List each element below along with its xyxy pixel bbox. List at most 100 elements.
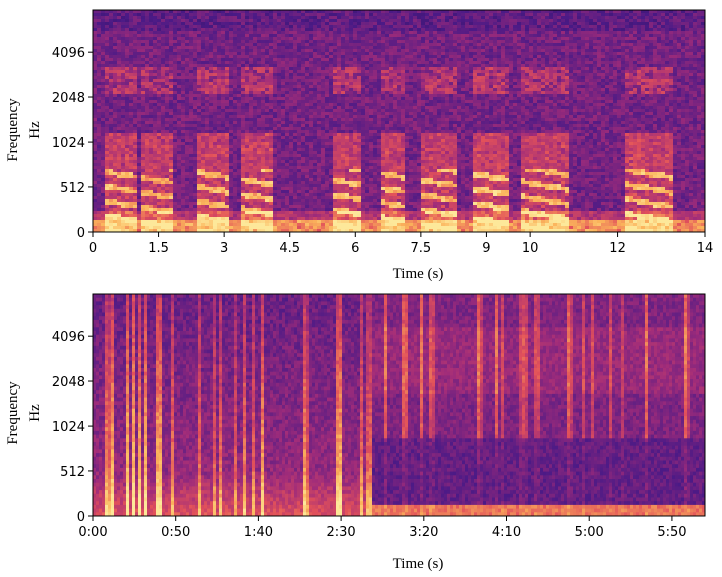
spectrogram-cell [129, 199, 134, 203]
spectrogram-cell [237, 154, 242, 158]
spectrogram-cell [201, 43, 206, 47]
spectrogram-cell [225, 199, 230, 203]
spectrogram-cell [177, 94, 182, 98]
spectrogram-cell [213, 172, 218, 176]
spectrogram-cell [325, 109, 330, 113]
spectrogram-cell [173, 91, 178, 95]
spectrogram-cell [173, 73, 178, 77]
spectrogram-cell [117, 202, 122, 206]
spectrogram-cell [113, 10, 118, 14]
spectrogram-cell [209, 31, 214, 35]
spectrogram-cell [281, 52, 286, 56]
spectrogram-cell [249, 208, 254, 212]
spectrogram-cell [261, 118, 266, 122]
spectrogram-cell [269, 226, 274, 230]
spectrogram-cell [313, 34, 318, 38]
spectrogram-cell [237, 130, 242, 134]
spectrogram-cell [117, 163, 122, 167]
spectrogram-cell [133, 109, 138, 113]
spectrogram-cell [105, 214, 110, 218]
spectrogram-cell [265, 217, 270, 221]
spectrogram-cell [249, 43, 254, 47]
spectrogram-cell [113, 133, 118, 137]
spectrogram-cell [293, 61, 298, 65]
spectrogram-cell [225, 97, 230, 101]
spectrogram-cell [309, 121, 314, 125]
spectrogram-cell [189, 229, 194, 232]
spectrogram-cell [245, 184, 250, 188]
spectrogram-cell [197, 190, 202, 194]
spectrogram-cell [149, 115, 154, 119]
spectrogram-cell [285, 172, 290, 176]
spectrogram-cell [249, 91, 254, 95]
spectrogram-cell [221, 73, 226, 77]
spectrogram-cell [149, 76, 154, 80]
spectrogram-cell [233, 229, 238, 232]
spectrogram-cell [205, 67, 210, 71]
spectrogram-cell [93, 175, 98, 179]
spectrogram-cell [313, 37, 318, 41]
spectrogram-cell [185, 79, 190, 83]
spectrogram-cell [357, 52, 362, 56]
spectrogram-cell [285, 94, 290, 98]
spectrogram-cell [273, 127, 278, 131]
spectrogram-cell [257, 19, 262, 23]
spectrogram-cell [265, 103, 270, 107]
spectrogram-cell [245, 106, 250, 110]
spectrogram-cell [313, 55, 318, 59]
spectrogram-cell [321, 211, 326, 215]
spectrogram-cell [105, 76, 110, 80]
spectrogram-cell [125, 10, 130, 14]
spectrogram-cell [277, 211, 282, 215]
spectrogram-cell [313, 118, 318, 122]
spectrogram-cell [241, 82, 246, 86]
spectrogram-cell [213, 85, 218, 89]
spectrogram-cell [361, 52, 366, 56]
spectrogram-cell [269, 85, 274, 89]
spectrogram-cell [201, 22, 206, 26]
spectrogram-cell [265, 151, 270, 155]
spectrogram-cell [293, 217, 298, 221]
spectrogram-cell [129, 184, 134, 188]
spectrogram-cell [333, 46, 338, 50]
spectrogram-cell [249, 106, 254, 110]
spectrogram-cell [277, 43, 282, 47]
spectrogram-cell [249, 190, 254, 194]
spectrogram-cell [261, 187, 266, 191]
spectrogram-cell [317, 172, 322, 176]
spectrogram-cell [157, 70, 162, 74]
spectrogram-cell [209, 40, 214, 44]
spectrogram-cell [185, 115, 190, 119]
spectrogram-cell [341, 10, 346, 14]
spectrogram-cell [325, 151, 330, 155]
spectrogram-cell [181, 184, 186, 188]
spectrogram-cell [337, 25, 342, 29]
spectrogram-cell [269, 82, 274, 86]
spectrogram-cell [209, 22, 214, 26]
spectrogram-cell [105, 25, 110, 29]
spectrogram-cell [333, 79, 338, 83]
spectrogram-cell [349, 214, 354, 218]
spectrogram-cell [265, 229, 270, 232]
spectrogram-cell [169, 115, 174, 119]
spectrogram-cell [125, 118, 130, 122]
spectrogram-cell [121, 121, 126, 125]
spectrogram-cell [189, 22, 194, 26]
spectrogram-cell [237, 127, 242, 131]
spectrogram-cell [181, 160, 186, 164]
spectrogram-cell [105, 43, 110, 47]
spectrogram-cell [201, 223, 206, 227]
spectrogram-cell [141, 175, 146, 179]
spectrogram-cell [113, 13, 118, 17]
spectrogram-cell [113, 67, 118, 71]
spectrogram-cell [289, 181, 294, 185]
spectrogram-cell [293, 52, 298, 56]
spectrogram-cell [341, 34, 346, 38]
spectrogram-cell [281, 145, 286, 149]
spectrogram-cell [161, 193, 166, 197]
spectrogram-cell [133, 178, 138, 182]
spectrogram-cell [237, 73, 242, 77]
spectrogram-cell [205, 76, 210, 80]
spectrogram-cell [301, 28, 306, 32]
spectrogram-cell [113, 196, 118, 200]
